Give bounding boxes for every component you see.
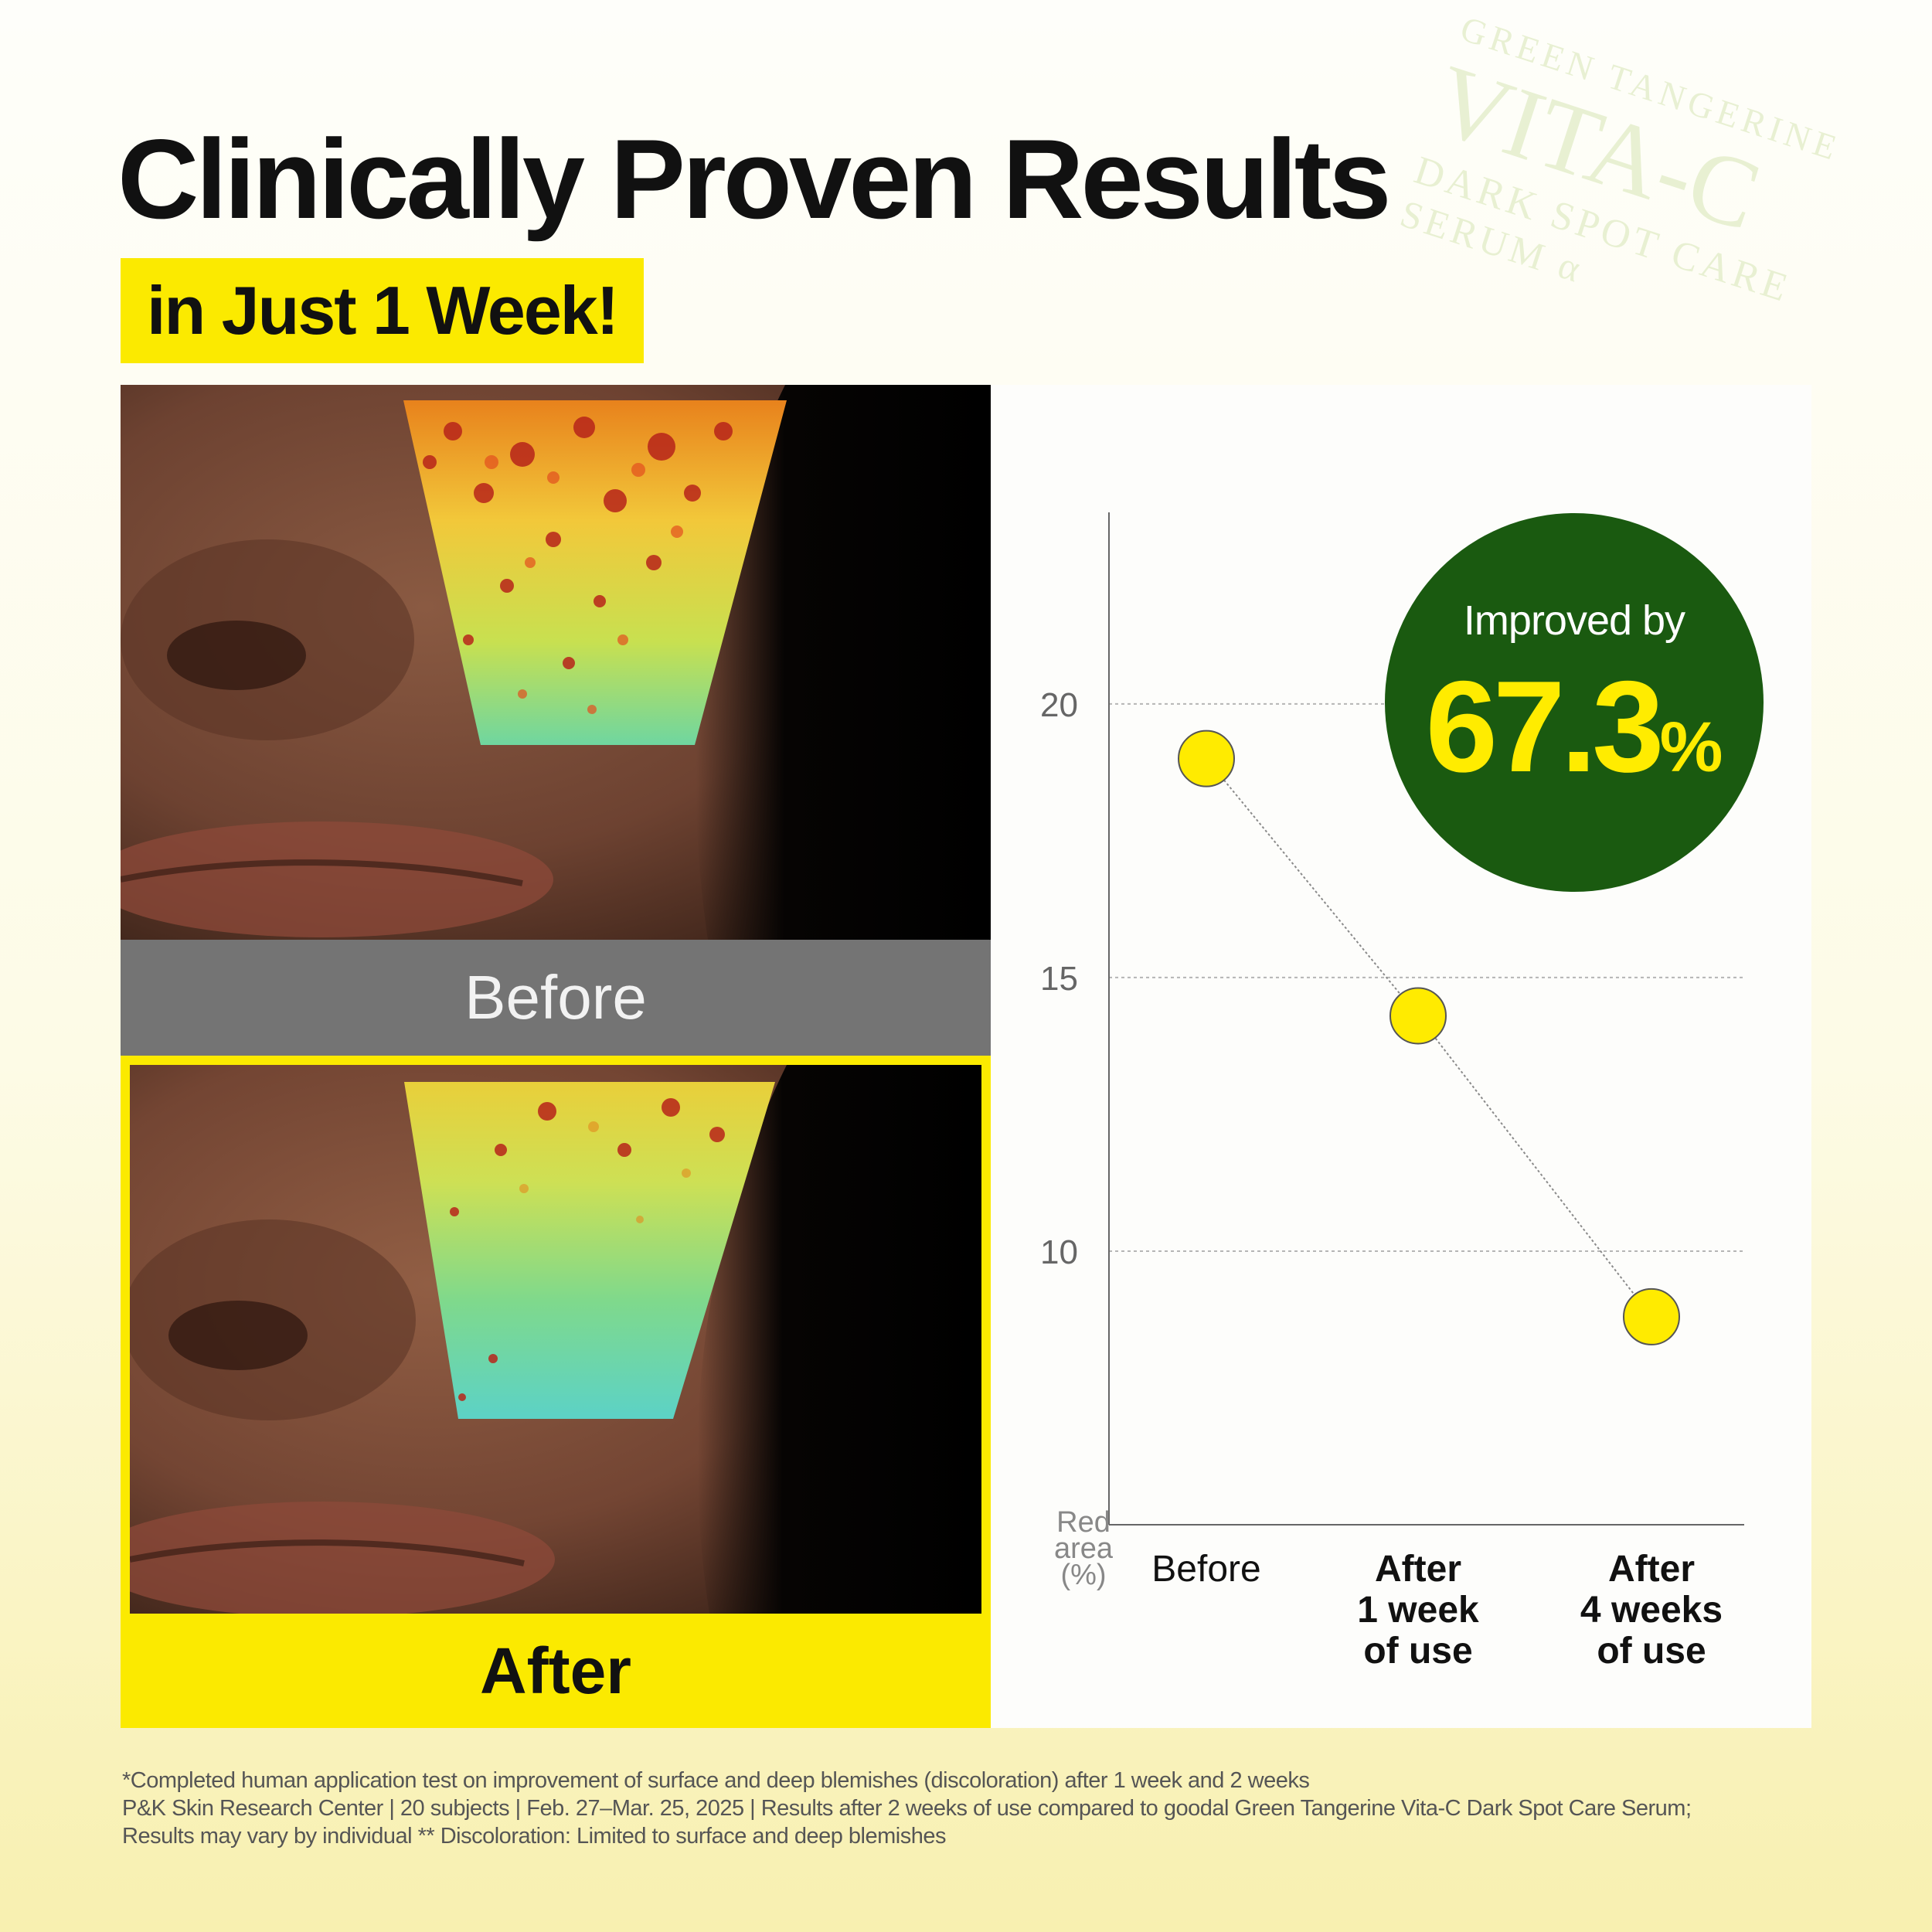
x-category-label: of use <box>1363 1631 1472 1672</box>
y-axis-label: Red <box>1056 1506 1111 1539</box>
x-category-label: 1 week <box>1357 1590 1479 1631</box>
footnote-line-2: P&K Skin Research Center | 20 subjects |… <box>122 1796 1692 1821</box>
x-category-label: of use <box>1597 1631 1706 1672</box>
x-category-label: After <box>1375 1549 1461 1590</box>
footnote-line-1: *Completed human application test on imp… <box>122 1768 1310 1793</box>
watermark-line-3: DARK SPOT CARE <box>1409 148 1797 311</box>
x-category-label: 4 weeks <box>1580 1590 1723 1631</box>
improvement-badge: Improved by 67.3% <box>1385 513 1764 892</box>
y-axis-label: area <box>1054 1532 1114 1565</box>
data-point-2 <box>1389 987 1447 1045</box>
watermark-line-4: SERUM α <box>1395 191 1590 291</box>
page-subtitle: in Just 1 Week! <box>121 258 645 363</box>
data-point-3 <box>1623 1287 1680 1345</box>
footnote: *Completed human application test on imp… <box>122 1767 1861 1850</box>
after-face-image <box>130 1065 981 1614</box>
watermark-line-1: GREEN TANGERINE <box>1455 8 1846 169</box>
after-photo <box>130 1065 981 1614</box>
badge-text: Improved by <box>1463 597 1685 644</box>
badge-value: 67.3 <box>1425 654 1665 799</box>
page-title: Clinically Proven Results <box>117 116 1392 242</box>
y-tick-label: 10 <box>1040 1233 1078 1271</box>
footnote-line-3: Results may vary by individual ** Discol… <box>122 1824 946 1849</box>
y-tick-label: 20 <box>1040 686 1078 724</box>
before-face-image <box>121 385 991 940</box>
before-label: Before <box>121 940 991 1056</box>
badge-value-line: 67.3% <box>1385 652 1764 801</box>
after-label: After <box>479 1634 631 1707</box>
x-category-label: Before <box>1151 1549 1260 1590</box>
badge-unit: % <box>1659 708 1723 787</box>
after-photo-frame: After <box>121 1056 991 1728</box>
before-photo <box>121 385 991 940</box>
y-tick-label: 15 <box>1040 960 1078 998</box>
data-point-1 <box>1178 730 1235 787</box>
watermark-line-2: VITA-C <box>1422 43 1773 253</box>
y-axis-label: (%) <box>1060 1559 1106 1591</box>
x-category-label: After <box>1608 1549 1695 1590</box>
